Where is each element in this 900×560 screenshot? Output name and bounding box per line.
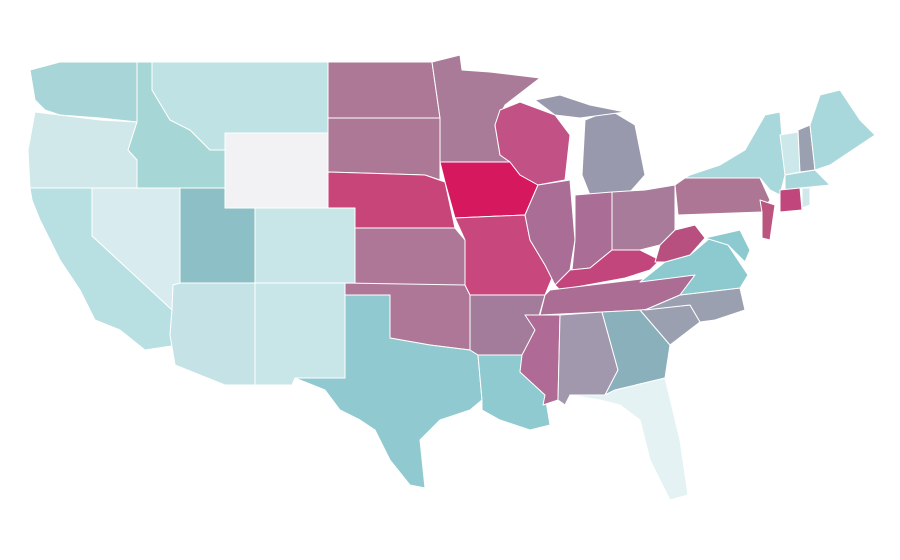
state — [169, 282, 256, 386]
state — [534, 94, 626, 119]
state — [294, 294, 483, 489]
state — [569, 377, 689, 501]
state — [704, 229, 751, 263]
state — [224, 132, 329, 209]
state — [759, 199, 776, 241]
state — [554, 249, 661, 291]
state — [29, 61, 138, 123]
state — [254, 282, 346, 386]
state — [327, 117, 441, 181]
state — [354, 227, 466, 286]
state — [674, 177, 771, 216]
states — [27, 54, 876, 501]
state — [581, 109, 646, 196]
state — [327, 61, 441, 119]
state — [29, 187, 179, 351]
state — [809, 89, 876, 171]
state — [801, 187, 811, 209]
state — [254, 207, 356, 284]
state — [779, 187, 803, 213]
state — [27, 111, 138, 189]
state — [654, 224, 706, 263]
state — [784, 169, 831, 191]
